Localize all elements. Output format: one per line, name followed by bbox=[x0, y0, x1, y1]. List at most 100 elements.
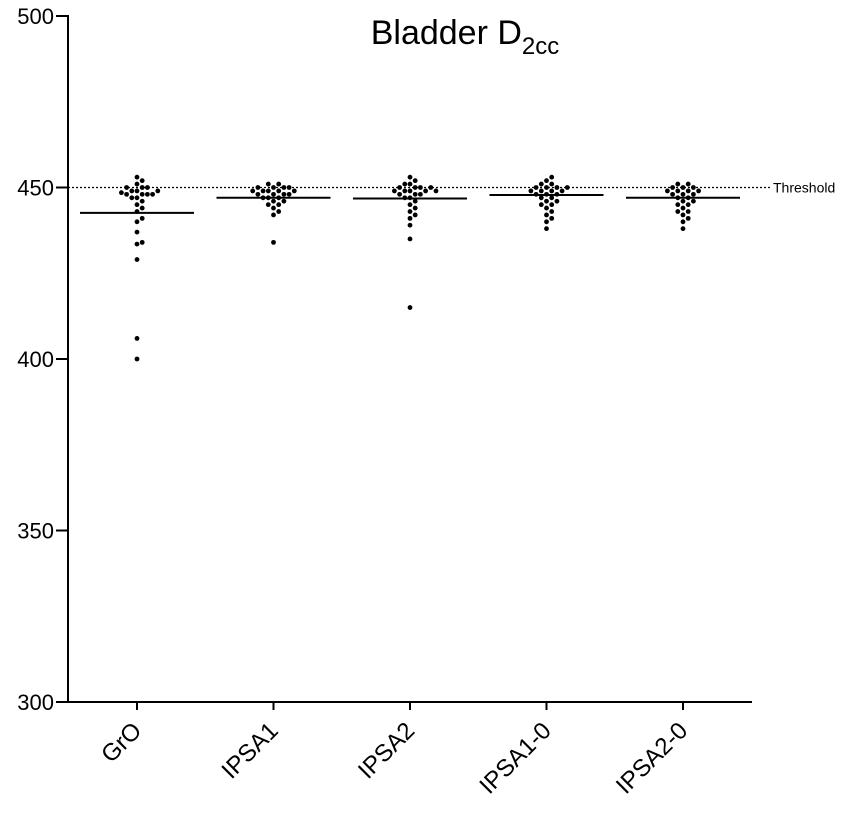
data-point bbox=[271, 205, 276, 211]
data-point bbox=[281, 185, 287, 190]
data-point bbox=[407, 236, 413, 242]
data-point bbox=[680, 191, 686, 197]
data-point bbox=[134, 241, 140, 247]
data-point bbox=[255, 191, 261, 197]
data-point bbox=[564, 185, 570, 190]
data-point bbox=[423, 188, 428, 194]
data-point bbox=[691, 185, 696, 190]
data-point bbox=[696, 188, 701, 194]
data-point bbox=[675, 181, 681, 187]
data-point bbox=[559, 188, 565, 194]
data-point bbox=[150, 191, 156, 197]
data-point bbox=[271, 191, 276, 197]
data-point bbox=[544, 219, 549, 225]
data-point bbox=[412, 178, 418, 184]
data-point bbox=[407, 181, 413, 187]
data-point bbox=[680, 226, 686, 232]
data-point bbox=[139, 205, 145, 211]
data-point bbox=[549, 195, 555, 201]
data-point bbox=[397, 191, 402, 197]
data-point bbox=[134, 356, 140, 362]
data-point bbox=[281, 198, 287, 204]
data-point bbox=[407, 305, 413, 310]
data-point bbox=[549, 174, 555, 180]
data-point bbox=[407, 188, 413, 194]
data-point bbox=[129, 195, 135, 201]
data-point bbox=[265, 188, 271, 194]
data-point bbox=[407, 215, 413, 221]
data-point bbox=[134, 229, 140, 235]
data-point bbox=[685, 215, 691, 221]
threshold-label: Threshold bbox=[773, 180, 835, 196]
data-point bbox=[281, 191, 287, 197]
data-point bbox=[538, 188, 544, 194]
data-point bbox=[134, 336, 140, 341]
data-point bbox=[155, 188, 161, 194]
y-tick-label: 400 bbox=[17, 347, 54, 372]
data-point bbox=[544, 212, 549, 218]
data-point bbox=[549, 202, 555, 208]
data-point bbox=[528, 188, 534, 194]
data-point bbox=[286, 191, 292, 197]
data-point bbox=[544, 178, 549, 184]
data-point bbox=[286, 185, 292, 190]
data-point bbox=[392, 188, 397, 194]
title-main: Bladder D bbox=[371, 14, 522, 52]
data-point bbox=[412, 191, 418, 197]
data-point bbox=[139, 178, 145, 184]
data-point bbox=[402, 181, 408, 187]
data-point bbox=[407, 222, 413, 228]
data-point bbox=[685, 202, 691, 208]
data-point bbox=[418, 185, 423, 190]
data-point bbox=[670, 191, 675, 197]
data-point bbox=[549, 209, 555, 214]
data-point bbox=[544, 185, 549, 190]
x-tick-label: IPSA1 bbox=[217, 717, 284, 784]
data-point bbox=[412, 205, 418, 211]
x-tick-label: IPSA1-0 bbox=[474, 717, 556, 799]
data-point bbox=[412, 185, 418, 190]
data-point bbox=[680, 212, 686, 218]
data-point bbox=[428, 185, 434, 190]
data-point bbox=[134, 219, 140, 225]
data-point bbox=[265, 181, 271, 187]
x-tick-label: IPSA2-0 bbox=[611, 717, 693, 799]
y-tick-label: 450 bbox=[17, 176, 54, 201]
data-point bbox=[119, 190, 124, 196]
data-point bbox=[549, 181, 555, 187]
data-point bbox=[407, 202, 413, 208]
data-point bbox=[554, 185, 560, 190]
data-point bbox=[276, 202, 282, 208]
data-point bbox=[124, 185, 129, 190]
data-point bbox=[544, 226, 549, 232]
data-point bbox=[685, 181, 691, 187]
data-point bbox=[680, 198, 686, 204]
data-point bbox=[665, 188, 670, 194]
data-point bbox=[412, 212, 418, 218]
data-point bbox=[276, 181, 282, 187]
data-point bbox=[533, 185, 539, 190]
data-point bbox=[433, 188, 439, 194]
title-subscript: 2cc bbox=[522, 33, 559, 60]
data-point bbox=[291, 188, 297, 194]
data-point bbox=[271, 212, 276, 218]
data-point bbox=[250, 188, 256, 194]
data-point bbox=[691, 198, 696, 204]
data-point bbox=[675, 209, 681, 214]
chart-title: Bladder D2cc bbox=[371, 14, 560, 60]
data-point bbox=[407, 209, 413, 214]
data-point bbox=[255, 185, 261, 190]
data-point bbox=[544, 198, 549, 204]
data-point bbox=[271, 198, 276, 204]
data-point bbox=[145, 191, 150, 197]
data-point bbox=[680, 219, 686, 225]
data-point bbox=[675, 202, 681, 208]
data-point bbox=[139, 191, 145, 197]
data-point bbox=[544, 205, 549, 211]
data-point bbox=[675, 188, 681, 194]
data-point bbox=[265, 202, 271, 208]
data-point bbox=[134, 188, 140, 194]
data-point bbox=[680, 205, 686, 211]
x-tick-label: GrO bbox=[96, 717, 147, 768]
y-tick-label: 300 bbox=[17, 690, 54, 715]
